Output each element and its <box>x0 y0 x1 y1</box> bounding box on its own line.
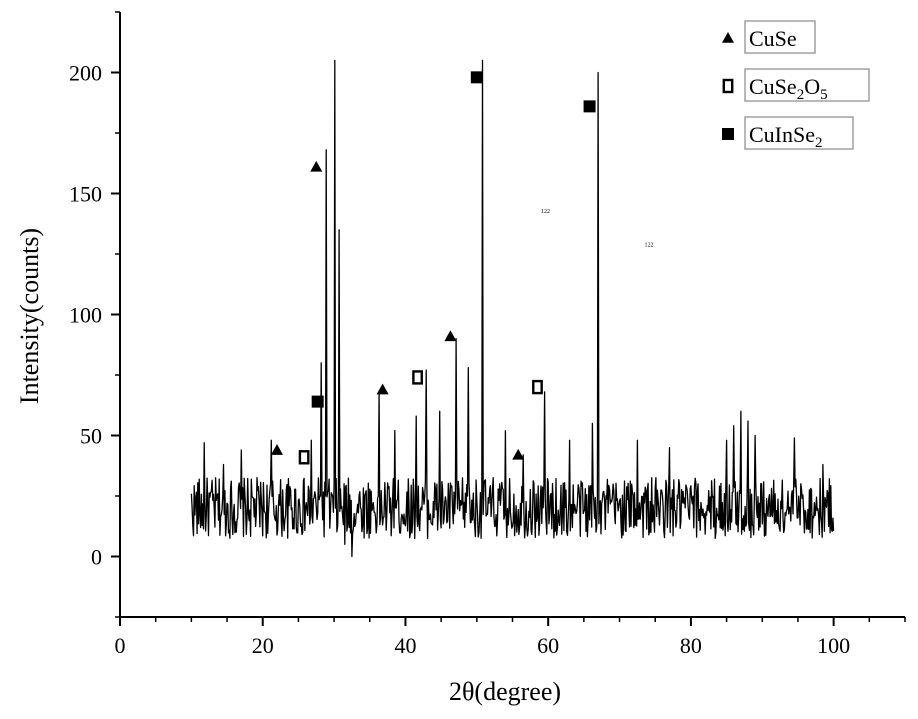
legend: CuSe CuSe2O5 CuInSe2 <box>722 20 870 151</box>
x-tick-label: 0 <box>115 633 126 658</box>
legend-box <box>744 68 870 102</box>
cuse-marker <box>512 448 525 460</box>
cuinse2-marker <box>470 71 483 84</box>
phase-markers <box>271 71 596 465</box>
legend-label: CuSe2O5 <box>749 74 828 103</box>
y-tick-label: 150 <box>69 182 102 207</box>
y-axis-label: Intensity(counts) <box>15 228 44 404</box>
x-tick-label: 100 <box>817 633 850 658</box>
x-tick-label: 20 <box>252 633 274 658</box>
y-tick-label: 50 <box>80 424 102 449</box>
legend-box <box>744 20 816 54</box>
series-layer <box>190 59 835 558</box>
cuse-marker <box>444 330 457 342</box>
legend-symbol <box>722 128 734 140</box>
x-tick-label: 80 <box>680 633 702 658</box>
annotations: 122 122 <box>541 209 653 249</box>
cuinse2-marker <box>311 395 324 408</box>
x-axis-label: 2θ(degree) <box>449 677 561 706</box>
legend-box <box>744 116 854 150</box>
cuse2o5-marker <box>412 370 423 385</box>
xrd-pattern-line <box>190 59 835 558</box>
y-tick-label: 200 <box>69 61 102 86</box>
cuse-marker <box>310 160 323 172</box>
x-tick-label: 40 <box>394 633 416 658</box>
y-tick-label: 0 <box>91 545 102 570</box>
cuse2o5-marker <box>532 379 543 395</box>
cuse2o5-marker <box>298 450 310 465</box>
legend-symbol <box>722 32 734 43</box>
y-tick-label: 100 <box>69 303 102 328</box>
cuse-marker <box>376 383 389 395</box>
annotation-label: 122 <box>541 209 550 215</box>
x-tick-label: 60 <box>537 633 559 658</box>
legend-symbol <box>722 78 734 94</box>
cuse-marker <box>271 444 283 455</box>
legend-label: CuSe <box>749 26 797 51</box>
axes: 0 20 40 60 80 100 0 50 100 150 200 <box>69 11 906 658</box>
legend-label: CuInSe2 <box>749 122 823 151</box>
cuinse2-marker <box>583 100 596 113</box>
annotation-label: 122 <box>645 243 654 249</box>
